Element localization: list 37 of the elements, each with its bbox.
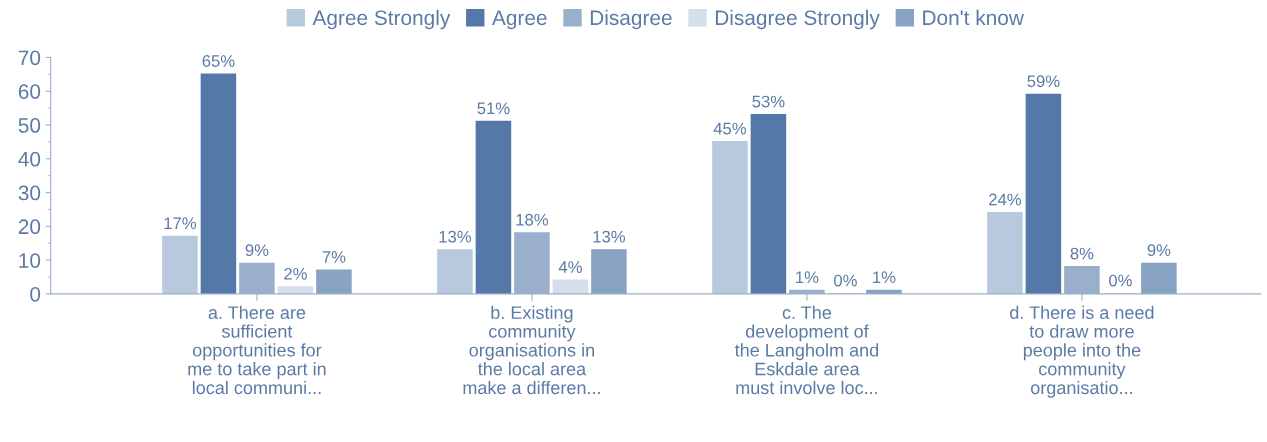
x-tick-label: b. Existing community organisations in the local area make a differen... xyxy=(463,305,600,395)
data-label: 24% xyxy=(989,193,1021,206)
data-label: 59% xyxy=(1027,75,1060,88)
data-label: 9% xyxy=(1147,244,1171,257)
data-label: 4% xyxy=(558,261,582,273)
y-tick-label: 0 xyxy=(30,286,41,302)
data-label: 0% xyxy=(834,274,857,287)
legend-label: Disagree Strongly xyxy=(715,9,880,30)
data-label: 51% xyxy=(477,102,510,115)
data-label: 9% xyxy=(245,244,269,257)
data-label: 0% xyxy=(1109,274,1132,287)
data-label: 53% xyxy=(752,95,785,108)
y-tick-label: 50 xyxy=(18,118,41,133)
y-tick-label: 70 xyxy=(18,50,41,66)
data-label: 8% xyxy=(1070,247,1094,260)
data-label: 18% xyxy=(516,213,549,226)
data-label: 45% xyxy=(713,122,747,135)
data-label: 65% xyxy=(202,55,235,67)
y-tick-label: 30 xyxy=(18,185,41,201)
data-label: 1% xyxy=(873,271,896,284)
data-label: 17% xyxy=(164,217,197,229)
data-label: 7% xyxy=(322,251,346,263)
y-tick-label: 60 xyxy=(18,84,41,99)
legend-label: Agree xyxy=(491,10,547,30)
x-tick-label: a. There are sufficient opportunities for me to take part in local communi... xyxy=(188,305,326,395)
y-tick-label: 20 xyxy=(18,219,41,235)
y-tick-label: 40 xyxy=(18,151,41,167)
data-label: 1% xyxy=(796,271,819,284)
legend-label: Disagree xyxy=(590,9,672,30)
data-label: 13% xyxy=(593,230,626,243)
legend-label: Agree Strongly xyxy=(312,9,451,30)
data-label: 2% xyxy=(284,267,307,280)
x-tick-label: d. There is a need to draw more people into the community organisatio... xyxy=(1010,305,1154,398)
y-tick-label: 10 xyxy=(19,253,41,268)
x-tick-label: c. The development of the Langholm and Eskdale area must involve loc... xyxy=(734,305,879,395)
data-label: 13% xyxy=(439,230,472,243)
legend-label: Don't know xyxy=(923,9,1024,26)
